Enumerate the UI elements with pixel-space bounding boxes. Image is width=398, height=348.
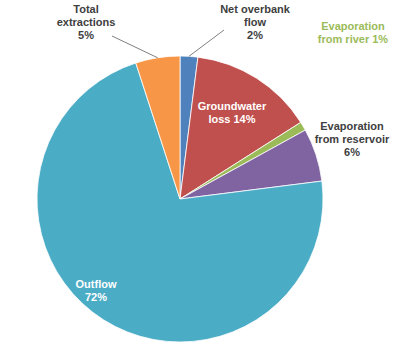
category-label: Totalextractions — [57, 3, 116, 28]
chart-container: Net overbankflow2% Groundwaterloss14% Evap… — [0, 0, 398, 348]
pie-chart: Net overbankflow2% Groundwaterloss14% Evap… — [0, 0, 398, 348]
category-label: Outflow — [76, 278, 117, 290]
value-label: 2% — [247, 29, 263, 41]
category-label: Groundwaterloss — [198, 100, 267, 125]
pie-slice — [136, 56, 180, 199]
value-label: 72% — [85, 291, 107, 303]
category-label: Net overbankflow — [220, 3, 291, 28]
labels: Net overbankflow2% Groundwaterloss14% Evap… — [57, 3, 390, 303]
leader-line — [189, 30, 224, 56]
leader-line — [112, 36, 158, 58]
value-label: 6% — [344, 146, 360, 158]
value-label: 5% — [78, 29, 94, 41]
value-label: 1% — [372, 33, 388, 45]
category-label: Evaporationfrom reservoir — [315, 120, 390, 145]
value-label: 14% — [233, 113, 255, 125]
slices — [37, 56, 323, 342]
